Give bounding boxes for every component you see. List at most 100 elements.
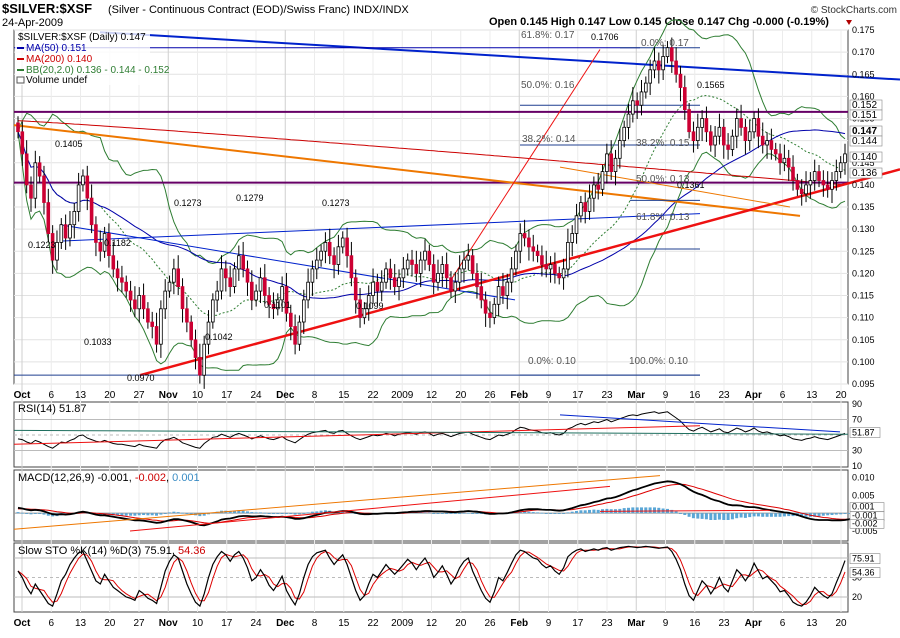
- blue-channel-line: [59, 213, 701, 242]
- macd-histogram-bar: [445, 513, 449, 514]
- price-tick-label: 0.125: [852, 246, 875, 256]
- macd-histogram-bar: [159, 513, 163, 515]
- candle-body: [267, 295, 271, 305]
- candle-body: [795, 180, 800, 190]
- candle-body: [275, 299, 280, 310]
- rsi-red-trend: [13, 425, 701, 445]
- macd-histogram-bar: [419, 512, 423, 514]
- candle-body: [284, 286, 289, 314]
- rsi-teal-trend: [13, 429, 849, 435]
- candle-body: [254, 290, 258, 301]
- candle-body: [63, 224, 68, 239]
- date-tick-label: 20: [104, 390, 116, 401]
- price-annotation: 0.1273: [322, 198, 350, 208]
- date-tick-label: 10: [192, 390, 204, 401]
- candle-body: [349, 255, 354, 279]
- rsi-tick-label: 90: [852, 399, 862, 409]
- candle-body: [652, 60, 657, 71]
- value-tag-bg: [849, 151, 883, 163]
- price-annotation: 0.1706: [591, 32, 619, 42]
- date-tick-label-bottom: Feb: [510, 618, 528, 629]
- value-tag: 0.136: [852, 168, 877, 179]
- date-tick-label-bottom: 12: [426, 618, 438, 629]
- macd-histogram-bar: [557, 513, 561, 514]
- date-tick-label: 6: [780, 390, 786, 401]
- candle-body: [81, 175, 85, 186]
- macd-histogram-bar: [38, 513, 42, 514]
- macd-histogram-bar: [683, 513, 687, 515]
- candle-body: [280, 286, 284, 301]
- candle-body: [466, 255, 471, 261]
- macd-histogram-bar: [137, 513, 141, 516]
- macd-histogram-bar: [769, 513, 773, 517]
- candle-body: [115, 268, 120, 279]
- rsi-title: RSI(14) 51.87: [18, 403, 87, 415]
- date-tick-label: 27: [133, 390, 145, 401]
- candle-body: [33, 162, 38, 199]
- macd-histogram-bar: [185, 513, 189, 514]
- macd-histogram-bar: [293, 513, 297, 515]
- macd-histogram-bar: [778, 513, 782, 517]
- candle-body: [154, 326, 159, 345]
- candle-body: [410, 259, 414, 265]
- candle-body: [301, 299, 306, 323]
- macd-histogram-bar: [479, 513, 483, 514]
- macd-histogram-bar: [696, 513, 700, 519]
- candle-body: [704, 118, 709, 133]
- candle-body: [773, 149, 778, 155]
- date-tick-label: 24: [250, 390, 262, 401]
- sto-plot: [14, 545, 848, 608]
- date-tick-label: 13: [806, 390, 818, 401]
- macd-histogram-bar: [142, 513, 146, 515]
- candle-body: [163, 290, 168, 310]
- macd-histogram-bar: [289, 513, 293, 514]
- macd-histogram-bar: [700, 513, 704, 519]
- macd-histogram-bar: [687, 513, 691, 517]
- legend-bb: BB(20,2.0) 0.136 - 0.144 - 0.152: [26, 65, 170, 76]
- candle-body: [683, 87, 687, 111]
- macd-histogram-bar: [202, 513, 206, 516]
- macd-histogram-bar: [709, 513, 713, 520]
- macd-histogram-bar: [267, 513, 271, 514]
- candle-body: [674, 60, 678, 75]
- candle-body: [553, 264, 557, 274]
- macd-histogram-bar: [207, 513, 210, 515]
- macd-tick-label: 0.005: [852, 490, 875, 500]
- macd-histogram-bar: [570, 511, 574, 514]
- candle-body: [648, 69, 652, 84]
- macd-tag: 0.001: [852, 502, 875, 512]
- macd-histogram-bar: [562, 513, 566, 514]
- candle-body: [665, 47, 670, 58]
- macd-line: [17, 480, 859, 527]
- candle-body: [172, 268, 176, 283]
- price-annotation: 0.1223: [28, 240, 56, 250]
- candle-body: [548, 264, 553, 270]
- macd-histogram-bar: [752, 513, 756, 517]
- candle-body: [20, 131, 25, 155]
- macd-histogram-bar: [531, 512, 535, 514]
- candle-body: [492, 303, 497, 318]
- macd-tag: -0.001: [852, 511, 878, 521]
- candle-body: [288, 312, 293, 327]
- macd-histogram-bar: [536, 512, 540, 514]
- candle-body: [709, 131, 713, 146]
- candle-body: [760, 135, 765, 146]
- macd-histogram-bar: [254, 512, 258, 514]
- macd-histogram-bar: [704, 513, 708, 520]
- candle-body: [622, 126, 626, 142]
- candle-body: [366, 295, 371, 310]
- macd-histogram-bar: [544, 513, 548, 514]
- macd-histogram-bar: [579, 510, 583, 514]
- rsi-tick-label: 70: [852, 415, 862, 425]
- macd-histogram-bar: [228, 511, 232, 514]
- candle-body: [133, 299, 137, 310]
- date-tick-label: Mar: [627, 390, 645, 401]
- candle-body: [670, 47, 674, 62]
- macd-histogram-bar: [297, 513, 301, 515]
- macd-histogram-bar: [176, 512, 180, 514]
- candle-body: [29, 184, 33, 199]
- candle-body: [59, 224, 64, 243]
- candle-body: [223, 268, 228, 279]
- date-tick-label: 26: [484, 390, 496, 401]
- date-tick-label: 15: [338, 390, 350, 401]
